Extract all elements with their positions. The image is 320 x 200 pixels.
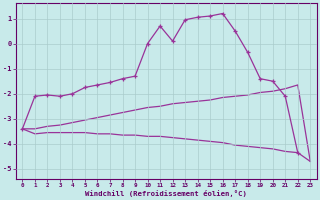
- X-axis label: Windchill (Refroidissement éolien,°C): Windchill (Refroidissement éolien,°C): [85, 190, 247, 197]
